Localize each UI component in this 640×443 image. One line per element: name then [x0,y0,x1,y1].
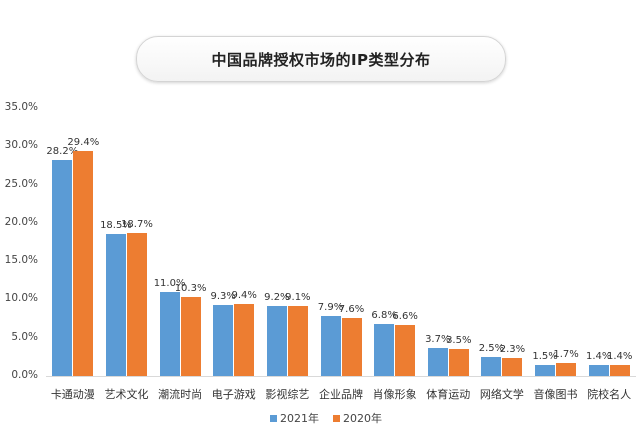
bar-2021年[interactable] [535,364,556,376]
y-tick-label: 0.0% [11,369,38,381]
bar-2021年[interactable] [159,291,180,376]
data-label: 1.4% [585,351,612,363]
bar-2020年[interactable] [73,150,94,376]
x-category-label: 院校名人 [587,388,632,401]
bar-2021年[interactable] [52,160,73,376]
data-label: 28.2% [46,146,79,158]
bar-2020年[interactable] [287,306,308,376]
bar-2020年[interactable] [126,232,147,376]
data-label: 18.5% [100,220,132,232]
bar-2020年[interactable] [395,325,416,376]
y-tick-label: 25.0% [4,177,38,190]
x-category-label: 体育运动 [426,388,471,401]
x-category-label: 音像图书 [533,388,578,401]
bar-2021年[interactable] [427,347,448,376]
data-label: 29.4% [67,136,100,148]
y-tick-label: 30.0% [4,139,38,152]
x-category-label: 电子游戏 [211,388,256,401]
data-label: 10.3% [174,283,207,295]
data-label: 9.4% [231,290,257,302]
bar-2021年[interactable] [481,356,502,376]
y-tick-label: 20.0% [4,215,38,228]
legend-item-2020[interactable]: 2020年 [333,410,382,426]
bar-2020年[interactable] [609,365,630,376]
data-label: 2.5% [478,342,505,354]
y-tick-label: 10.0% [4,292,38,305]
x-category-label: 网络文学 [479,388,524,401]
data-label: 6.6% [392,311,418,323]
y-tick-label: 15.0% [4,254,38,267]
data-label: 9.3% [210,290,236,302]
data-label: 7.9% [317,301,344,313]
legend-item-2021[interactable]: 2021年 [270,410,319,426]
x-category-label: 肖像形象 [372,388,417,401]
data-label: 3.7% [425,333,451,345]
bar-2021年[interactable] [320,315,341,376]
x-axis-line [46,376,636,377]
legend-swatch-2020 [333,414,340,422]
data-label: 6.8% [371,309,397,321]
data-label: 1.7% [553,348,579,360]
data-label: 7.6% [338,303,365,315]
chart-title-box: 中国品牌授权市场的IP类型分布 [136,36,506,82]
data-label: 2.3% [499,344,526,356]
chart-title: 中国品牌授权市场的IP类型分布 [211,50,431,69]
bar-2021年[interactable] [105,234,126,376]
bar-2021年[interactable] [374,323,395,376]
bar-2021年[interactable] [213,304,234,376]
data-label: 1.5% [532,350,558,362]
data-label: 1.4% [606,351,633,363]
bar-2020年[interactable] [556,362,577,376]
x-category-label: 卡通动漫 [50,388,95,401]
bar-2020年[interactable] [448,349,469,376]
legend-label-2021: 2021年 [280,412,319,425]
bar-2020年[interactable] [234,304,255,376]
x-category-label: 潮流时尚 [158,388,203,401]
x-category-label: 艺术文化 [104,388,149,401]
bar-2021年[interactable] [266,305,287,376]
data-label: 3.5% [446,335,472,347]
y-tick-label: 5.0% [11,330,38,343]
data-label: 9.2% [264,291,290,303]
data-label: 9.1% [285,292,311,304]
x-category-label: 影视综艺 [265,388,310,401]
bar-2021年[interactable] [588,365,609,376]
bar-2020年[interactable] [341,317,362,376]
legend-swatch-2021 [270,414,277,422]
legend: 2021年 2020年 [270,410,382,426]
data-label: 11.0% [153,277,186,289]
legend-label-2020: 2020年 [343,412,382,425]
bar-2020年[interactable] [502,358,523,376]
data-label: 18.7% [121,218,153,230]
y-tick-label: 35.0% [4,101,38,113]
bar-2020年[interactable] [180,297,201,376]
x-category-label: 企业品牌 [319,388,363,401]
